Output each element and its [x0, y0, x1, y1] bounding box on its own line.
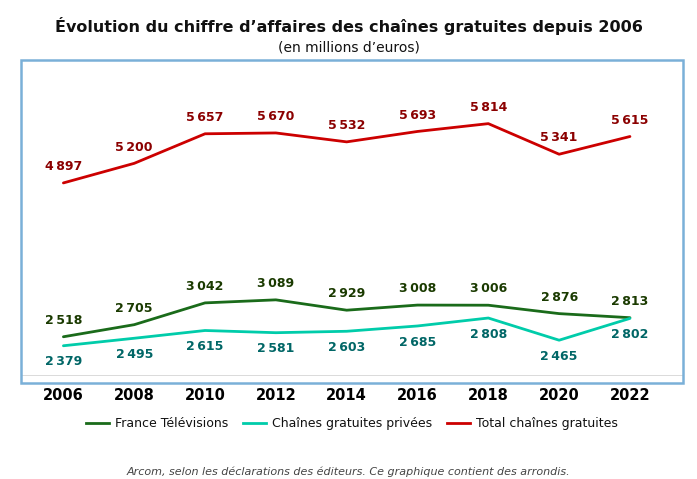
Text: 5 615: 5 615 — [611, 114, 649, 127]
Text: 5 657: 5 657 — [186, 111, 224, 124]
Text: 2 603: 2 603 — [328, 341, 365, 354]
Text: Arcom, selon les déclarations des éditeurs. Ce graphique contient des arrondis.: Arcom, selon les déclarations des éditeu… — [127, 466, 570, 477]
Text: 2 685: 2 685 — [399, 336, 436, 349]
Text: 2 465: 2 465 — [540, 350, 578, 363]
Text: 2 802: 2 802 — [611, 328, 649, 341]
Text: 5 200: 5 200 — [116, 141, 153, 154]
Text: 5 341: 5 341 — [540, 132, 578, 145]
Text: Évolution du chiffre d’affaires des chaînes gratuites depuis 2006: Évolution du chiffre d’affaires des chaî… — [54, 17, 643, 35]
Text: 3 042: 3 042 — [186, 280, 224, 293]
Text: 2 615: 2 615 — [186, 340, 224, 353]
Text: 3 089: 3 089 — [257, 277, 294, 290]
Text: 2 581: 2 581 — [257, 342, 295, 355]
Text: 2 813: 2 813 — [611, 295, 649, 308]
Text: 2 808: 2 808 — [470, 328, 507, 341]
Text: 2 495: 2 495 — [116, 348, 153, 361]
Text: 2 876: 2 876 — [540, 291, 578, 304]
Text: 3 006: 3 006 — [470, 283, 507, 296]
Text: 2 518: 2 518 — [45, 314, 82, 327]
Text: 3 008: 3 008 — [399, 282, 436, 296]
Text: 2 705: 2 705 — [116, 302, 153, 315]
Text: 5 670: 5 670 — [257, 110, 295, 123]
Legend: France Télévisions, Chaînes gratuites privées, Total chaînes gratuites: France Télévisions, Chaînes gratuites pr… — [82, 412, 622, 435]
Text: 5 693: 5 693 — [399, 109, 436, 122]
Text: 2 929: 2 929 — [328, 287, 365, 300]
Text: 4 897: 4 897 — [45, 160, 82, 173]
Text: 5 532: 5 532 — [328, 119, 365, 132]
Text: 5 814: 5 814 — [470, 101, 507, 114]
Text: 2 379: 2 379 — [45, 355, 82, 368]
Text: (en millions d’euros): (en millions d’euros) — [277, 41, 420, 55]
